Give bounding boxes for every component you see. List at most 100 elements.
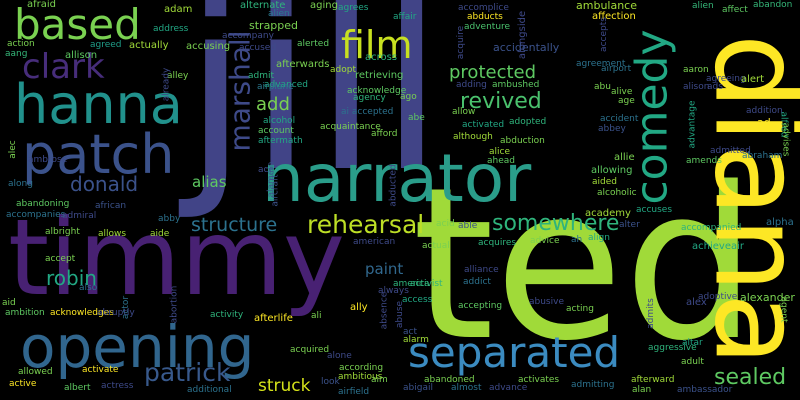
word: accept bbox=[45, 254, 76, 264]
word: ambition bbox=[5, 308, 45, 318]
word: ambitious bbox=[338, 372, 383, 382]
word: agency bbox=[353, 93, 386, 103]
word: alert bbox=[741, 74, 765, 85]
word: ah bbox=[571, 235, 583, 245]
word: abducts bbox=[467, 12, 503, 22]
word: strapped bbox=[249, 19, 299, 32]
word: accepting bbox=[458, 301, 503, 311]
word: agreed bbox=[90, 40, 122, 50]
word: abraham bbox=[742, 151, 783, 161]
word: additional bbox=[187, 385, 232, 395]
word: alan bbox=[632, 385, 652, 395]
word: accompanied bbox=[681, 223, 742, 233]
word: active bbox=[9, 379, 37, 389]
word: albert bbox=[64, 383, 91, 393]
word: american bbox=[353, 237, 396, 247]
word: almost bbox=[451, 383, 482, 393]
word: aggressive bbox=[648, 343, 697, 353]
word: allowed bbox=[18, 367, 53, 377]
word: alone bbox=[327, 351, 352, 361]
word: admitting bbox=[571, 380, 615, 390]
word: amends bbox=[686, 156, 722, 166]
word: protected bbox=[449, 62, 537, 83]
word: allison bbox=[65, 50, 98, 61]
word: agrees bbox=[338, 3, 369, 13]
word: ted bbox=[412, 142, 757, 387]
word: affect bbox=[722, 5, 748, 15]
word: alien bbox=[268, 9, 290, 19]
word: opening bbox=[20, 313, 255, 381]
word: ambrose bbox=[28, 155, 68, 165]
word: acquired bbox=[290, 345, 330, 355]
word: alien bbox=[692, 1, 714, 11]
word: alice bbox=[489, 147, 511, 157]
word: admiral bbox=[62, 211, 97, 221]
word: afraid bbox=[27, 0, 57, 10]
word: aid bbox=[2, 298, 16, 308]
word: alpha bbox=[766, 217, 794, 228]
word: donald bbox=[70, 172, 139, 196]
word: account bbox=[258, 126, 294, 136]
word: alias bbox=[192, 173, 227, 191]
word: allows bbox=[98, 229, 127, 239]
word: somewhere bbox=[492, 211, 620, 236]
word: airplane bbox=[257, 82, 294, 92]
word: admitted bbox=[710, 146, 751, 156]
word: ambushed bbox=[492, 80, 540, 90]
word: admits bbox=[645, 298, 656, 329]
word: adding bbox=[456, 80, 487, 90]
word: ally bbox=[350, 302, 368, 313]
word: activates bbox=[518, 375, 560, 385]
word: alter bbox=[619, 220, 640, 230]
word: ago bbox=[400, 92, 417, 102]
word: retrieving bbox=[355, 70, 404, 81]
word: actually bbox=[129, 40, 169, 51]
word: adopt bbox=[330, 65, 356, 75]
word: allow bbox=[452, 107, 476, 117]
word: separated bbox=[408, 328, 621, 377]
word: ai accepted bbox=[341, 107, 394, 117]
word: aang bbox=[5, 49, 28, 59]
word: affection bbox=[592, 11, 636, 22]
word: timmy bbox=[8, 197, 346, 319]
word: alley bbox=[167, 71, 189, 81]
word: according bbox=[339, 363, 384, 373]
word: activity bbox=[210, 310, 244, 320]
word: advantage bbox=[687, 100, 698, 149]
word: ali bbox=[311, 311, 322, 321]
word: activist bbox=[410, 279, 443, 289]
word: aaron bbox=[683, 65, 709, 75]
word: affair bbox=[393, 12, 417, 22]
word: adam bbox=[164, 4, 193, 15]
word: achieveair bbox=[692, 241, 744, 252]
word: ahead bbox=[487, 156, 515, 166]
word: abandoned bbox=[424, 375, 475, 385]
word: along bbox=[8, 179, 33, 189]
word: adventure bbox=[464, 22, 511, 32]
word: abruptly bbox=[97, 308, 135, 318]
word: abuse bbox=[395, 300, 406, 329]
word: acquire bbox=[456, 25, 467, 60]
word: acquires bbox=[478, 238, 517, 248]
word: patch bbox=[22, 123, 175, 186]
word: allie bbox=[614, 152, 635, 163]
word: ambassador bbox=[677, 385, 733, 395]
word: although bbox=[453, 132, 493, 142]
word: ads bbox=[707, 82, 723, 92]
word: accomplice bbox=[458, 3, 509, 13]
word: agreeing bbox=[706, 74, 746, 84]
word: address bbox=[153, 24, 189, 34]
word: afford bbox=[371, 129, 398, 139]
word: action bbox=[7, 39, 35, 49]
word: across bbox=[365, 52, 398, 63]
word: advanced bbox=[264, 80, 308, 90]
word: accompanies bbox=[6, 210, 66, 220]
word: alex bbox=[686, 297, 707, 308]
word: adoptive bbox=[698, 292, 738, 302]
word: agent bbox=[778, 296, 789, 323]
word: paint bbox=[365, 260, 404, 278]
word: advice bbox=[530, 236, 560, 246]
word: already bbox=[161, 67, 172, 102]
word: aim bbox=[371, 375, 388, 385]
